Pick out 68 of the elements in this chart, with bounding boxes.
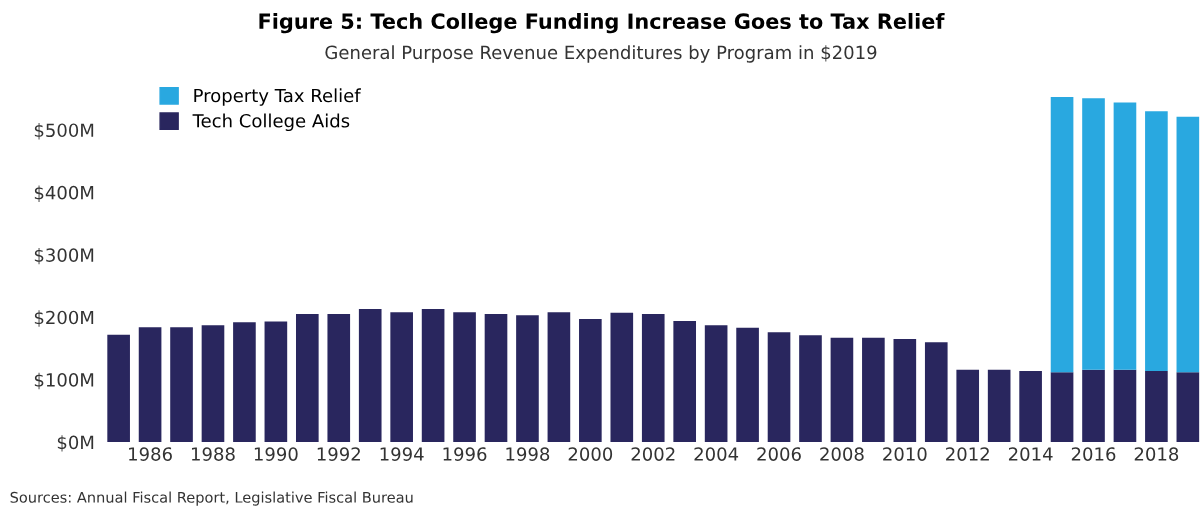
bar	[107, 334, 130, 443]
chart-subtitle: General Purpose Revenue Expenditures by Program in $2019	[325, 45, 877, 63]
bar	[547, 312, 571, 443]
bar	[1113, 369, 1137, 443]
y-tick-label: $400M	[34, 185, 94, 202]
bar	[264, 321, 288, 443]
x-tick-label: 2010	[883, 447, 927, 461]
y-tick-label: $100M	[34, 372, 94, 390]
bar	[987, 369, 1011, 443]
legend-label: Tech College Aids	[192, 113, 350, 132]
bar	[610, 312, 634, 443]
chart-title: Figure 5: Tech College Funding Increase Goes to Tax Relief	[259, 12, 945, 34]
x-tick-label: 1996	[443, 447, 487, 461]
bar	[579, 319, 602, 443]
source-note: Sources: Annual Fiscal Report, Legislative Fiscal Bureau	[10, 491, 413, 506]
bar	[704, 325, 728, 443]
x-tick-label: 1988	[191, 447, 235, 461]
bar	[862, 337, 885, 443]
x-tick-label: 1994	[380, 447, 424, 461]
y-tick-label: $200M	[34, 310, 94, 327]
bar	[1082, 369, 1105, 443]
bar	[830, 337, 854, 443]
bar	[1019, 370, 1042, 443]
bar	[296, 314, 319, 443]
x-tick-label: 2002	[631, 447, 675, 461]
x-tick-label: 2016	[1071, 447, 1116, 461]
bar	[1145, 111, 1168, 371]
x-tick-label: 2000	[568, 447, 613, 461]
bar	[673, 320, 697, 443]
x-tick-label: 2004	[694, 447, 739, 461]
x-tick-label: 1986	[129, 447, 172, 461]
bar	[390, 312, 413, 443]
bar	[1050, 372, 1074, 443]
x-tick-label: 2018	[1134, 447, 1179, 461]
bar	[1050, 96, 1074, 373]
y-tick-label: $0M	[57, 435, 94, 452]
bar	[421, 309, 445, 443]
x-tick-label: 2008	[820, 447, 864, 461]
bar	[170, 327, 193, 443]
bar	[453, 312, 476, 443]
legend-label: Property Tax Relief	[194, 88, 361, 106]
bar	[893, 339, 917, 443]
bar	[924, 342, 948, 443]
bar	[233, 322, 256, 443]
bar	[327, 314, 351, 443]
y-tick-label: $300M	[34, 247, 94, 265]
bar	[736, 327, 759, 443]
bar	[1082, 98, 1105, 370]
bar	[799, 335, 822, 443]
y-tick-label: $500M	[34, 123, 94, 140]
bar	[1145, 370, 1168, 443]
bar	[138, 327, 162, 443]
bar	[1176, 372, 1200, 443]
x-tick-label: 2006	[757, 447, 801, 461]
x-tick-label: 1992	[317, 447, 360, 461]
bar	[358, 309, 382, 443]
bar	[201, 325, 225, 443]
bar	[1176, 116, 1200, 373]
bar	[484, 314, 508, 443]
x-tick-label: 1990	[254, 447, 298, 461]
bar	[641, 314, 665, 443]
x-tick-label: 2014	[1008, 447, 1053, 461]
bar	[956, 369, 980, 443]
x-tick-label: 2012	[946, 447, 989, 461]
bar	[1113, 102, 1137, 370]
bar	[516, 315, 539, 443]
bar	[767, 332, 791, 443]
x-tick-label: 1998	[506, 447, 550, 461]
